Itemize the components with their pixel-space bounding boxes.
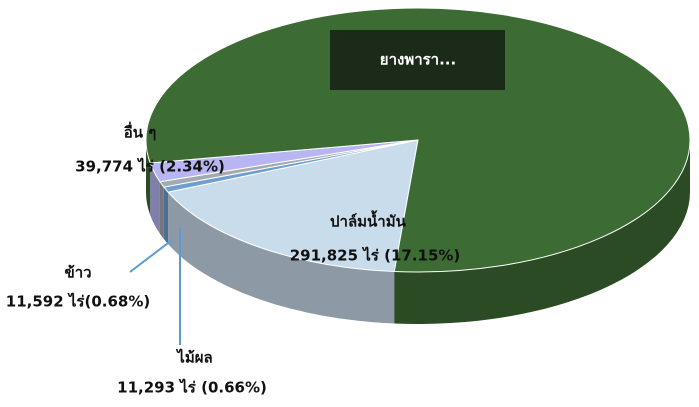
pie-slice <box>145 7 691 273</box>
label-box <box>330 30 505 90</box>
value-label: 291,825 ไร่ (17.15%) <box>290 246 461 265</box>
category-label: ข้าว <box>64 264 91 282</box>
pie-slice <box>167 139 419 273</box>
pie-side <box>150 162 160 234</box>
pie <box>145 7 691 325</box>
category-label: ไม้ผล <box>175 348 212 367</box>
category-label: ปาล์มน้ำมัน <box>330 210 407 231</box>
labels: ปาล์มน้ำมัน 291,825 ไร่ (17.15%) ไม้ผล 11,2… <box>6 30 505 397</box>
pie-side <box>146 140 151 215</box>
category-label: อื่น ๆ <box>124 122 157 142</box>
pie-side <box>163 187 169 245</box>
pie-side <box>159 181 164 240</box>
value-label: 39,774 ไร่ (2.34%) <box>75 157 225 176</box>
value-label: 11,293 ไร่ (0.66%) <box>117 378 267 397</box>
leader-line <box>129 239 173 273</box>
category-label: ยางพารา... <box>380 51 456 69</box>
pie-side <box>394 140 690 325</box>
value-label: 11,592 ไร่(0.68%) <box>6 292 150 311</box>
pie-side <box>168 192 395 324</box>
